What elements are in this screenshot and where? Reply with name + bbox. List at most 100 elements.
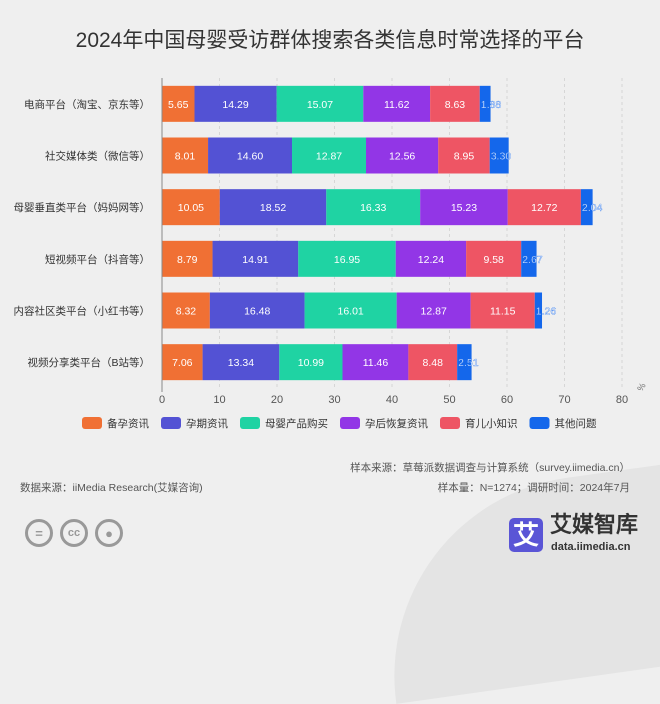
data-label: 12.56 [389, 151, 415, 163]
category-label: 视频分享类平台（B站等） [27, 356, 150, 369]
data-label: 1.26 [536, 306, 557, 318]
cc-nd-icon: = [25, 519, 53, 547]
data-label: 7.06 [172, 357, 193, 369]
data-label: 16.01 [337, 306, 363, 318]
data-label: 16.95 [334, 254, 360, 266]
x-tick-label: 80 [616, 394, 628, 406]
bar-segment [430, 85, 480, 122]
bar-segment [408, 344, 458, 381]
legend-label: 其他问题 [555, 417, 597, 430]
bar-segment [470, 292, 535, 329]
bar-segment [162, 137, 209, 174]
bar-segment [162, 344, 203, 381]
stacked-bar-chart: 0 10 20 30 40 50 60 70 80% 电商平台（淘宝、京东等） 5.65 14.29 1… [14, 78, 648, 430]
data-label: 12.87 [421, 306, 447, 318]
legend-swatch [440, 417, 460, 429]
data-label: 15.23 [451, 202, 477, 214]
x-tick-label: 40 [386, 394, 398, 406]
category-label: 母婴垂直类平台（妈妈网等） [14, 201, 151, 214]
data-label: 12.87 [316, 151, 342, 163]
x-tick-label: 0 [159, 394, 165, 406]
bar-segment [580, 189, 593, 226]
data-label: 10.99 [298, 357, 324, 369]
data-label: 16.48 [244, 306, 270, 318]
legend-swatch [240, 417, 260, 429]
data-label: 14.91 [242, 254, 268, 266]
bar-segment [212, 240, 299, 277]
legend-label: 育儿小知识 [465, 417, 518, 430]
cc-by-icon: ● [95, 519, 123, 547]
data-label: 18.52 [260, 202, 286, 214]
bar-segment [534, 292, 543, 329]
cc-icon: cc [60, 519, 88, 547]
data-label: 13.34 [228, 357, 254, 369]
data-label: 15.07 [307, 99, 333, 111]
data-label: 9.58 [483, 254, 504, 266]
data-label: 5.65 [168, 99, 189, 111]
bar-segment [489, 137, 509, 174]
x-tick-label: 70 [558, 394, 570, 406]
bar-segment [479, 85, 491, 122]
bar-segment [438, 137, 490, 174]
data-label: 8.79 [177, 254, 198, 266]
bar-segment [326, 189, 421, 226]
bar-segment [420, 189, 508, 226]
legend-swatch [82, 417, 102, 429]
legend-swatch [161, 417, 181, 429]
bar-segment [292, 137, 367, 174]
bar-segment [279, 344, 343, 381]
data-label: 14.29 [222, 99, 248, 111]
data-label: 11.46 [363, 357, 389, 369]
data-label: 16.33 [360, 202, 386, 214]
data-label: 11.15 [490, 306, 516, 318]
bar-segment [396, 292, 471, 329]
bar-segment [507, 189, 581, 226]
bar-segment [363, 85, 431, 122]
legend-swatch [340, 417, 360, 429]
legend-swatch [529, 417, 550, 429]
data-label: 8.01 [175, 151, 196, 163]
iimedia-logo-name: 艾媒智库 [550, 512, 639, 537]
bar-segment [162, 85, 195, 122]
bar-segment [219, 189, 327, 226]
bar-segment [466, 240, 522, 277]
data-label: 8.95 [454, 151, 475, 163]
data-label: 14.60 [237, 151, 263, 163]
x-tick-label: 60 [501, 394, 513, 406]
data-label: 3.30 [491, 151, 512, 163]
data-label: 2.67 [522, 254, 543, 266]
x-tick-label: 50 [443, 394, 455, 406]
data-label: 11.62 [384, 99, 410, 111]
iimedia-logo-url: data.iimedia.cn [551, 541, 631, 553]
category-label: 电商平台（淘宝、京东等） [24, 98, 150, 111]
legend-label: 孕后恢复资讯 [365, 417, 428, 430]
data-source: 数据来源：iiMedia Research(艾媒咨询) [20, 482, 203, 494]
data-label: 8.32 [176, 306, 197, 318]
unit-label: % [635, 381, 648, 393]
x-tick-label: 30 [328, 394, 340, 406]
bar-segment [162, 240, 213, 277]
background-swoosh [368, 436, 660, 704]
x-tick-label: 10 [213, 394, 225, 406]
bar-segment [202, 344, 280, 381]
data-label: 2.51 [458, 357, 479, 369]
sample-source: 样本来源：草莓派数据调查与计算系统（survey.iimedia.cn） [350, 462, 630, 474]
bar-segment [342, 344, 409, 381]
category-label: 短视频平台（抖音等） [45, 253, 150, 266]
bar-segment [395, 240, 467, 277]
bar-segment [194, 85, 277, 122]
bar-segment [162, 189, 220, 226]
bar-segment [298, 240, 396, 277]
x-tick-label: 20 [271, 394, 283, 406]
bar-segment [276, 85, 364, 122]
data-label: 12.24 [418, 254, 444, 266]
category-label: 内容社区类平台（小红书等） [14, 305, 151, 318]
category-label: 社交媒体类（微信等） [45, 150, 150, 163]
sample-size: 样本量：N=1274；调研时间：2024年7月 [437, 482, 630, 494]
data-label: 10.05 [178, 202, 204, 214]
iimedia-logo-mark: 艾 [509, 518, 543, 552]
legend-label: 孕期资讯 [186, 417, 228, 430]
bar-segment [457, 344, 472, 381]
bar-segment [208, 137, 293, 174]
data-label: 8.48 [423, 357, 444, 369]
